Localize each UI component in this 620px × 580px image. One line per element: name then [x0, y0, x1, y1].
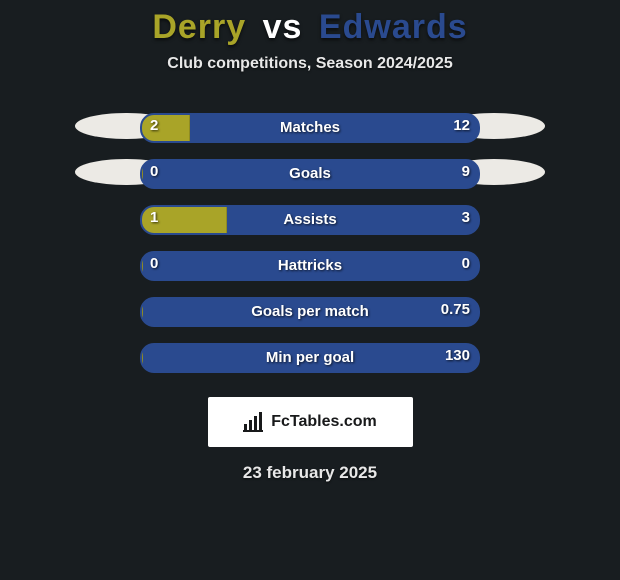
stat-row: Hattricks 0 0 — [70, 241, 550, 287]
stat-value-right: 0 — [462, 251, 470, 277]
stat-row: Assists 1 3 — [70, 195, 550, 241]
bar-chart-icon — [243, 412, 265, 432]
subtitle: Club competitions, Season 2024/2025 — [0, 55, 620, 73]
stat-bar: Goals — [140, 159, 480, 189]
stat-bar: Min per goal — [140, 343, 480, 373]
brand-text: FcTables.com — [271, 413, 377, 431]
stat-rows: Matches 2 12 Goals 0 9 Assists 1 3 — [70, 103, 550, 379]
stat-bar: Matches — [140, 113, 480, 143]
stat-value-left: 0 — [150, 159, 158, 185]
stat-label: Min per goal — [142, 345, 478, 371]
stat-bar: Assists — [140, 205, 480, 235]
stat-label: Hattricks — [142, 253, 478, 279]
stat-row: Min per goal 130 — [70, 333, 550, 379]
comparison-card: Derry vs Edwards Club competitions, Seas… — [0, 0, 620, 580]
stat-row: Matches 2 12 — [70, 103, 550, 149]
title-player2: Edwards — [319, 8, 468, 46]
stat-bar: Hattricks — [140, 251, 480, 281]
stat-label: Goals — [142, 161, 478, 187]
stat-value-right: 0.75 — [441, 297, 470, 323]
stat-bar: Goals per match — [140, 297, 480, 327]
stat-label: Assists — [142, 207, 478, 233]
brand-badge: FcTables.com — [208, 397, 413, 447]
date-text: 23 february 2025 — [0, 463, 620, 483]
stat-row: Goals 0 9 — [70, 149, 550, 195]
title-vs: vs — [263, 8, 303, 46]
stat-value-right: 3 — [462, 205, 470, 231]
stat-label: Goals per match — [142, 299, 478, 325]
stat-value-left: 2 — [150, 113, 158, 139]
stat-row: Goals per match 0.75 — [70, 287, 550, 333]
stat-value-right: 130 — [445, 343, 470, 369]
stat-value-left: 0 — [150, 251, 158, 277]
title-player1: Derry — [152, 8, 246, 46]
stat-value-right: 9 — [462, 159, 470, 185]
stat-value-right: 12 — [453, 113, 470, 139]
stat-value-left: 1 — [150, 205, 158, 231]
stat-label: Matches — [142, 115, 478, 141]
title: Derry vs Edwards — [0, 0, 620, 47]
